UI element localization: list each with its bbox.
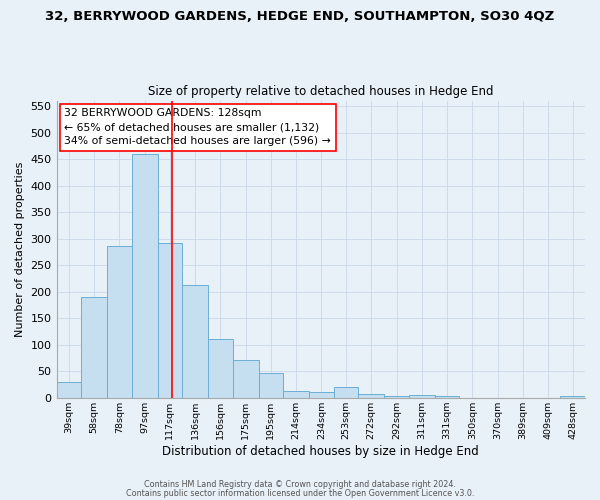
Bar	[208, 339, 233, 398]
Text: Contains HM Land Registry data © Crown copyright and database right 2024.: Contains HM Land Registry data © Crown c…	[144, 480, 456, 489]
Bar	[560, 396, 585, 398]
Text: 32, BERRYWOOD GARDENS, HEDGE END, SOUTHAMPTON, SO30 4QZ: 32, BERRYWOOD GARDENS, HEDGE END, SOUTHA…	[46, 10, 554, 23]
Bar	[283, 391, 309, 398]
Bar	[358, 394, 384, 398]
Bar	[131, 154, 158, 398]
Bar	[334, 387, 358, 398]
Bar	[384, 396, 409, 398]
Text: 32 BERRYWOOD GARDENS: 128sqm
← 65% of detached houses are smaller (1,132)
34% of: 32 BERRYWOOD GARDENS: 128sqm ← 65% of de…	[64, 108, 331, 146]
Bar	[233, 360, 259, 398]
Bar	[409, 395, 435, 398]
Bar	[56, 382, 81, 398]
Bar	[81, 297, 107, 398]
Text: Contains public sector information licensed under the Open Government Licence v3: Contains public sector information licen…	[126, 489, 474, 498]
Y-axis label: Number of detached properties: Number of detached properties	[15, 162, 25, 337]
Bar	[309, 392, 334, 398]
X-axis label: Distribution of detached houses by size in Hedge End: Distribution of detached houses by size …	[163, 444, 479, 458]
Bar	[158, 243, 182, 398]
Bar	[259, 373, 283, 398]
Bar	[435, 396, 460, 398]
Title: Size of property relative to detached houses in Hedge End: Size of property relative to detached ho…	[148, 86, 494, 98]
Bar	[182, 285, 208, 398]
Bar	[107, 246, 131, 398]
